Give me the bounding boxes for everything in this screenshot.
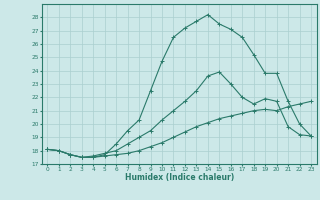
- X-axis label: Humidex (Indice chaleur): Humidex (Indice chaleur): [124, 173, 234, 182]
